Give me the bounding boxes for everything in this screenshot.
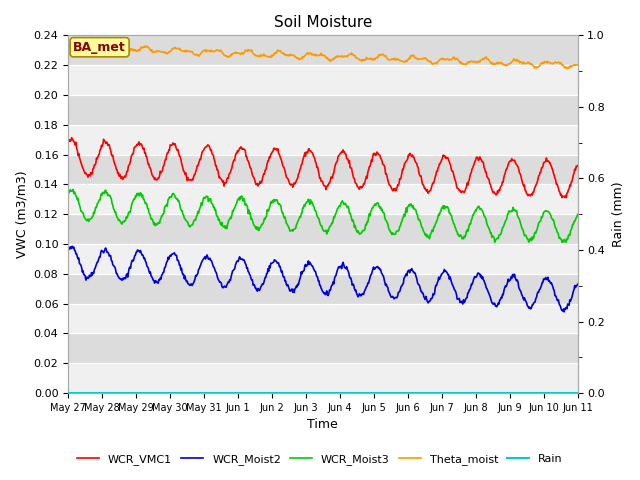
Title: Soil Moisture: Soil Moisture (274, 15, 372, 30)
WCR_Moist3 (400, 212, 408, 217)
Bar (68, 214, 577, 244)
Text: BA_met: BA_met (73, 41, 126, 54)
Bar (68, 363, 577, 393)
Bar (68, 65, 577, 95)
Bar (68, 36, 577, 65)
WCR_Moist2 (64, 248, 72, 254)
WCR_Moist3 (64, 192, 72, 198)
WCR_Moist3 (491, 240, 499, 245)
WCR_VMC1 (573, 163, 581, 168)
WCR_VMC1 (68, 135, 76, 141)
WCR_Moist2 (127, 265, 134, 271)
Line: WCR_VMC1: WCR_VMC1 (68, 138, 577, 198)
WCR_Moist2 (560, 309, 568, 315)
Bar (68, 155, 577, 184)
Theta_moist (68, 41, 76, 47)
WCR_Moist2 (68, 243, 76, 249)
WCR_Moist2 (400, 276, 408, 281)
Bar (68, 274, 577, 304)
Theta_moist (179, 48, 186, 54)
X-axis label: Time: Time (307, 419, 339, 432)
WCR_VMC1 (205, 143, 213, 149)
Line: WCR_Moist3: WCR_Moist3 (68, 190, 577, 242)
WCR_Moist2 (573, 281, 581, 287)
Theta_moist (205, 48, 213, 54)
Rain (399, 390, 407, 396)
Line: Theta_moist: Theta_moist (68, 44, 577, 69)
Rain (385, 390, 392, 396)
Bar (68, 184, 577, 214)
Rain (64, 390, 72, 396)
WCR_Moist3 (205, 196, 213, 202)
Rain (126, 390, 134, 396)
WCR_Moist3 (179, 208, 186, 214)
Y-axis label: Rain (mm): Rain (mm) (612, 181, 625, 247)
Theta_moist (385, 57, 393, 62)
Theta_moist (563, 66, 571, 72)
WCR_VMC1 (558, 195, 566, 201)
WCR_VMC1 (74, 153, 82, 158)
Theta_moist (74, 44, 82, 50)
WCR_Moist3 (74, 195, 82, 201)
Rain (178, 390, 186, 396)
WCR_Moist3 (127, 208, 134, 214)
Y-axis label: VWC (m3/m3): VWC (m3/m3) (15, 170, 28, 258)
WCR_Moist3 (69, 187, 77, 192)
Bar (68, 244, 577, 274)
WCR_Moist2 (74, 256, 82, 262)
Theta_moist (64, 45, 72, 51)
Rain (74, 390, 81, 396)
Rain (573, 390, 581, 396)
WCR_VMC1 (127, 158, 134, 164)
Theta_moist (127, 46, 134, 51)
Legend: WCR_VMC1, WCR_Moist2, WCR_Moist3, Theta_moist, Rain: WCR_VMC1, WCR_Moist2, WCR_Moist3, Theta_… (72, 450, 568, 469)
Theta_moist (400, 59, 408, 65)
WCR_Moist2 (205, 256, 213, 262)
WCR_Moist2 (385, 289, 393, 295)
WCR_VMC1 (179, 163, 186, 168)
Bar (68, 304, 577, 334)
WCR_Moist2 (179, 270, 186, 276)
WCR_VMC1 (64, 139, 72, 144)
Rain (205, 390, 212, 396)
WCR_VMC1 (385, 182, 393, 188)
Line: WCR_Moist2: WCR_Moist2 (68, 246, 577, 312)
Theta_moist (573, 62, 581, 68)
WCR_Moist3 (385, 227, 393, 232)
WCR_Moist3 (573, 212, 581, 217)
WCR_VMC1 (400, 163, 408, 169)
Bar (68, 125, 577, 155)
Bar (68, 95, 577, 125)
Bar (68, 334, 577, 363)
